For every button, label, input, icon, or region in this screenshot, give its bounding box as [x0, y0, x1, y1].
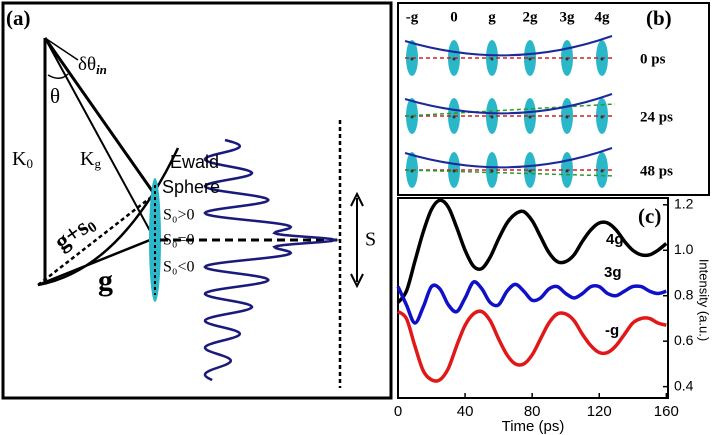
theta-arc — [47, 73, 69, 79]
s-arrow-heads — [350, 191, 364, 289]
x-axis-label: Time (ps) — [502, 418, 565, 435]
spot — [452, 169, 456, 173]
spot — [410, 115, 414, 119]
s-axis-label: S — [365, 229, 376, 251]
k0-label: K0 — [12, 148, 33, 171]
g-vector — [37, 238, 151, 287]
angle-label: δθin — [78, 54, 107, 77]
x-tick-label: 0 — [394, 403, 402, 420]
g-plus-s-vector — [37, 197, 151, 286]
ewald-arc — [404, 93, 613, 115]
ewald-label: Ewald — [170, 152, 219, 172]
series-line — [396, 280, 667, 325]
time-label: 24 ps — [640, 109, 673, 125]
column-label: 4g — [595, 9, 611, 25]
spot — [490, 115, 494, 119]
spot — [490, 169, 494, 173]
spot — [410, 169, 414, 173]
panel-a-geometry — [37, 37, 180, 287]
y-tick-label: 1.2 — [674, 196, 694, 212]
s-label: S₀<0 — [163, 259, 195, 276]
column-label: g — [488, 9, 496, 25]
x-tick-label: 160 — [654, 403, 679, 420]
tilt-line — [404, 169, 616, 177]
column-label: 3g — [560, 9, 576, 25]
panel-b: -g 0 g 2g 3g 4g 0 ps 24 ps 48 ps — [404, 9, 673, 188]
panel-label: (c) — [638, 204, 661, 228]
rocking-profile — [203, 138, 340, 382]
kg-vector — [43, 37, 157, 196]
ewald-sphere — [37, 147, 180, 287]
y-tick-label: 0.4 — [674, 377, 694, 393]
spot — [452, 115, 456, 119]
spot — [600, 57, 604, 61]
y-axis-label: Intensity (a.u.) — [697, 259, 712, 341]
x-tick-label: 80 — [524, 403, 541, 420]
plot-frame — [397, 197, 669, 399]
spot — [565, 169, 569, 173]
series-line — [396, 309, 667, 383]
panel-b-frame — [397, 2, 710, 196]
tilt-line — [404, 103, 616, 117]
spot — [528, 57, 532, 61]
spot — [600, 115, 604, 119]
column-label: 0 — [450, 9, 458, 25]
panel-label: (a) — [6, 6, 31, 30]
y-tick-label: 0.8 — [674, 286, 694, 302]
spot — [528, 169, 532, 173]
kg-label: Kg — [80, 148, 101, 171]
ewald-arc — [404, 35, 613, 57]
spot — [490, 57, 494, 61]
column-label: 2g — [523, 9, 539, 25]
s-label: S₀=0 — [163, 232, 195, 249]
series-label: 4g — [606, 231, 624, 248]
series-label: 3g — [604, 264, 622, 281]
s-label: S₀>0 — [163, 207, 195, 224]
theta-label: θ — [50, 84, 60, 108]
column-label: -g — [406, 9, 419, 25]
ewald-label: Sphere — [162, 177, 220, 197]
spot — [410, 57, 414, 61]
series-label: -g — [605, 322, 619, 339]
panel-c: 0 40 80 120 160 0.4 0.6 0.8 1.0 1.2 Time (ps) Inten… — [394, 196, 712, 435]
incident-vector — [44, 37, 156, 241]
panel-a-frame — [1, 1, 393, 400]
y-tick-label: 0.6 — [674, 332, 694, 348]
spot — [528, 115, 532, 119]
y-tick-label: 1.0 — [674, 241, 694, 257]
x-tick-label: 40 — [457, 403, 474, 420]
panel-label: (b) — [646, 6, 672, 30]
spot — [600, 169, 604, 173]
series-line — [396, 198, 668, 304]
g-plus-s-label: g+s0 — [50, 210, 101, 257]
ewald-arc — [404, 147, 613, 169]
g-label: g — [98, 264, 113, 297]
time-label: 48 ps — [640, 163, 673, 179]
spot — [565, 115, 569, 119]
time-label: 0 ps — [640, 51, 666, 67]
spot — [452, 57, 456, 61]
spot — [565, 57, 569, 61]
angle-line — [44, 37, 79, 61]
x-tick-label: 120 — [587, 403, 612, 420]
